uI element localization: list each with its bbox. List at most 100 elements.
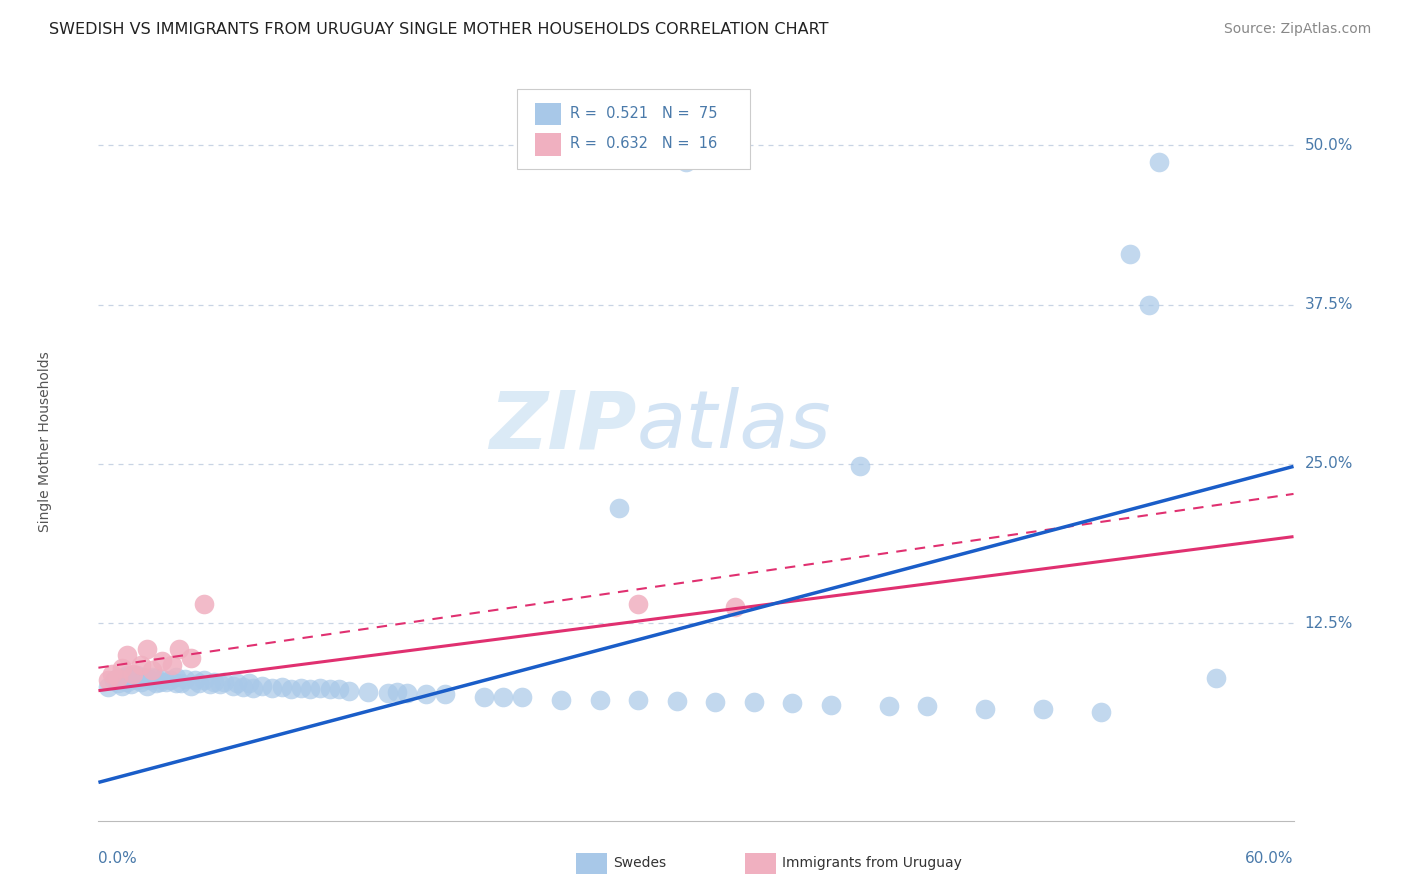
Point (150, 654, 173, 668)
Point (107, 671, 129, 685)
Point (165, 676, 187, 690)
Point (193, 673, 215, 688)
Point (877, 698, 900, 713)
Point (1032, 701, 1054, 715)
Point (150, 672, 173, 686)
Point (125, 673, 148, 688)
Point (129, 658, 152, 673)
Point (512, 690, 534, 704)
Point (212, 674, 235, 689)
Point (117, 648, 139, 662)
Point (180, 650, 202, 665)
Point (202, 674, 225, 689)
Text: 37.5%: 37.5% (1305, 297, 1353, 312)
Point (665, 694, 688, 708)
Point (1137, 297, 1160, 311)
Text: 60.0%: 60.0% (1246, 851, 1294, 866)
Point (208, 677, 231, 691)
Point (222, 679, 245, 693)
Point (1090, 706, 1112, 720)
Point (110, 679, 132, 693)
Point (377, 686, 399, 700)
Point (112, 670, 135, 684)
Point (139, 673, 162, 688)
Point (170, 676, 193, 690)
Point (627, 692, 650, 706)
Point (232, 680, 254, 694)
Point (434, 688, 457, 702)
Point (252, 679, 274, 693)
Point (159, 673, 181, 688)
Text: Immigrants from Uruguay: Immigrants from Uruguay (782, 856, 962, 871)
Point (723, 599, 745, 614)
Point (472, 690, 495, 704)
Bar (534, 133, 561, 156)
Point (160, 658, 183, 673)
Point (319, 682, 342, 697)
Point (588, 692, 610, 706)
Point (328, 682, 350, 697)
Point (103, 673, 125, 688)
Point (97, 673, 120, 688)
Point (165, 670, 187, 684)
Point (415, 688, 437, 702)
Point (675, 154, 697, 169)
Point (395, 686, 418, 700)
Point (169, 641, 191, 656)
Point (385, 685, 409, 699)
Point (122, 667, 145, 681)
Point (122, 671, 145, 685)
Point (1205, 671, 1227, 685)
Point (226, 676, 249, 690)
Point (174, 672, 197, 686)
Text: 25.0%: 25.0% (1305, 457, 1353, 471)
Point (238, 676, 260, 690)
Point (242, 681, 264, 695)
Text: Swedes: Swedes (613, 856, 666, 871)
Text: R =  0.632   N =  16: R = 0.632 N = 16 (571, 136, 717, 151)
Point (704, 695, 727, 709)
Text: 12.5%: 12.5% (1305, 615, 1353, 631)
Point (492, 690, 515, 704)
Point (101, 667, 124, 681)
Text: 50.0%: 50.0% (1305, 137, 1353, 153)
Point (145, 676, 167, 690)
Point (180, 679, 202, 693)
Point (117, 674, 139, 689)
Point (782, 697, 804, 711)
Text: Source: ZipAtlas.com: Source: ZipAtlas.com (1223, 22, 1371, 37)
Point (145, 671, 167, 685)
Point (117, 668, 139, 682)
Point (337, 683, 360, 698)
Text: 0.0%: 0.0% (98, 851, 138, 866)
Point (107, 676, 129, 690)
Point (184, 673, 207, 688)
Point (607, 501, 630, 516)
Point (290, 681, 312, 695)
Point (1147, 154, 1170, 169)
Point (849, 459, 872, 474)
Point (141, 663, 163, 677)
Point (1118, 246, 1140, 260)
Point (820, 698, 842, 712)
Point (97, 680, 120, 694)
Text: R =  0.521   N =  75: R = 0.521 N = 75 (571, 106, 718, 120)
Point (299, 682, 322, 697)
Point (742, 695, 765, 709)
Point (132, 670, 155, 684)
Point (270, 680, 292, 694)
Point (193, 597, 215, 611)
Point (135, 671, 157, 685)
Point (550, 692, 572, 706)
Point (200, 677, 222, 691)
Point (917, 698, 939, 713)
Text: Single Mother Households: Single Mother Households (38, 351, 52, 532)
Point (129, 674, 152, 689)
Point (357, 685, 380, 699)
Text: SWEDISH VS IMMIGRANTS FROM URUGUAY SINGLE MOTHER HOUSEHOLDS CORRELATION CHART: SWEDISH VS IMMIGRANTS FROM URUGUAY SINGL… (49, 22, 828, 37)
Point (260, 681, 283, 695)
Point (309, 681, 332, 695)
FancyBboxPatch shape (517, 89, 749, 169)
Point (135, 679, 157, 693)
Point (974, 701, 997, 715)
